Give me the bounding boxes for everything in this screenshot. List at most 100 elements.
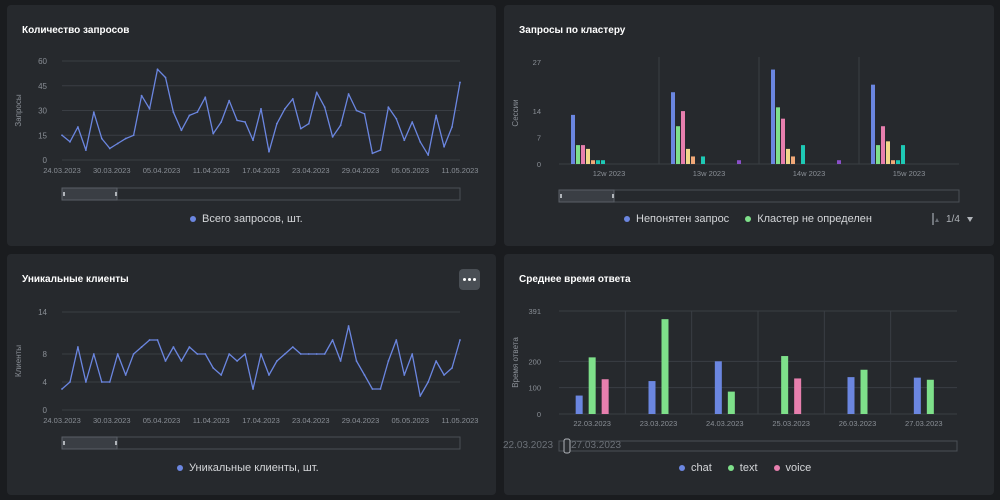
y-tick-label: 60 [38, 57, 47, 66]
unique-panel: Уникальные клиенты 0 4 8 14 Клиенты 24.03.202… [7, 254, 496, 495]
legend-item-total[interactable]: Всего запросов, шт. [190, 213, 303, 225]
x-tick-label: 24.03.2023 [706, 419, 744, 428]
y-tick-label: 14 [533, 107, 541, 116]
cluster-chart[interactable]: 0 7 14 27 Сессии 12w 2023 13w 2023 14w 2023 15w … [504, 5, 994, 246]
y-tick-label: 7 [537, 134, 541, 143]
data-point [132, 353, 135, 355]
data-point [204, 96, 207, 99]
response-chart[interactable]: 0 100 200 391 Время ответа 22.03.2023 23.03.20… [504, 254, 994, 495]
legend-item-unclear[interactable]: Непонятен запрос [624, 213, 729, 225]
legend-label: Уникальные клиенты, шт. [189, 462, 319, 474]
data-point [291, 346, 294, 348]
cluster-legend[interactable]: Непонятен запрос Кластер не определен [624, 213, 872, 225]
bar [886, 141, 890, 164]
bar [648, 381, 656, 414]
x-tick-label: 17.04.2023 [242, 416, 280, 425]
bar [876, 145, 880, 164]
data-point [371, 388, 374, 390]
data-point [347, 325, 350, 327]
data-point [323, 106, 326, 109]
bar [786, 148, 790, 164]
requests-chart[interactable]: 0 15 30 45 60 Запросы 24.03.2023 30.03.2023 05.0… [7, 5, 496, 246]
data-point [443, 145, 445, 148]
x-tick-label: 11.04.2023 [193, 166, 230, 175]
unique-chart[interactable]: 0 4 8 14 Клиенты 24.03.2023 30.03.2023 05.04.20… [7, 254, 496, 495]
data-point [77, 346, 79, 348]
legend-label: Непонятен запрос [636, 213, 730, 225]
data-point [443, 374, 445, 376]
more-dot-icon [468, 278, 471, 281]
response-panel: Среднее время ответа 0 100 200 391 Время отв… [504, 254, 994, 495]
unique-scroll-track [61, 436, 461, 450]
more-options-button[interactable] [459, 269, 480, 290]
page-down-icon[interactable] [966, 215, 974, 223]
y-tick-label: 0 [43, 156, 48, 165]
x-tick-label: 24.03.2023 [43, 416, 81, 425]
requests-legend[interactable]: Всего запросов, шт. [190, 213, 303, 225]
data-point [395, 117, 398, 120]
data-point [347, 93, 350, 95]
legend-item-text[interactable]: text [727, 462, 758, 474]
legend-item-unique[interactable]: Уникальные клиенты, шт. [177, 462, 319, 474]
x-tick-label: 22.03.2023 [573, 419, 611, 428]
x-tick-label: 11.04.2023 [193, 416, 230, 425]
legend-dot-icon [773, 465, 780, 471]
x-tick-label: 11.05.2023 [442, 416, 479, 425]
data-point [299, 127, 302, 130]
bar [847, 377, 855, 414]
legend-label: chat [691, 462, 712, 474]
y-tick-label: 391 [528, 307, 541, 316]
y-tick-label: 45 [38, 82, 47, 91]
data-point [244, 353, 246, 355]
bar [661, 319, 669, 414]
data-point [395, 339, 398, 341]
data-point [61, 134, 63, 137]
bar [671, 92, 675, 164]
data-point [268, 374, 270, 376]
bar [601, 160, 605, 164]
bar [791, 156, 795, 164]
pager-label: 1/4 [946, 213, 960, 225]
data-point [451, 367, 453, 369]
data-point [411, 121, 414, 123]
data-point [387, 360, 390, 362]
legend-item-chat[interactable]: chat [679, 462, 712, 474]
data-point [148, 339, 151, 341]
unique-scroll-handle-left [63, 441, 65, 445]
data-point [172, 346, 175, 348]
x-tick-label: 13w 2023 [693, 169, 726, 178]
legend-dot-icon [745, 216, 752, 222]
x-tick-label: 24.03.2023 [43, 166, 81, 175]
bar [781, 118, 785, 164]
x-tick-label: 11.05.2023 [442, 166, 479, 175]
page-up-icon[interactable] [932, 213, 940, 225]
x-tick-label: 30.03.2023 [93, 416, 131, 425]
legend-item-voice[interactable]: voice [773, 462, 811, 474]
requests-scroll-handle-right [115, 192, 117, 196]
data-point [268, 150, 270, 153]
data-point [451, 126, 453, 128]
x-tick-label: 15w 2023 [893, 169, 926, 178]
data-point [276, 360, 278, 362]
response-legend[interactable]: chat text voice [679, 462, 811, 474]
x-tick-label: 17.04.2023 [242, 166, 280, 175]
unique-legend[interactable]: Уникальные клиенты, шт. [177, 462, 319, 474]
legend-label: Всего запросов, шт. [202, 213, 303, 225]
x-tick-label: 05.04.2023 [143, 166, 181, 175]
x-tick-label: 25.03.2023 [772, 419, 810, 428]
data-point [339, 360, 342, 362]
range-start-label: 22.03.2023 [503, 440, 554, 451]
x-tick-label: 12w 2023 [593, 169, 626, 178]
bar [781, 356, 789, 414]
y-tick-label: 8 [43, 350, 48, 359]
data-point [459, 81, 461, 84]
data-point [331, 339, 334, 341]
legend-dot-icon [679, 465, 685, 471]
requests-scroll-thumb [61, 187, 118, 201]
response-title: Среднее время ответа [519, 274, 631, 285]
bar [727, 391, 735, 414]
y-axis-label: Запросы [14, 94, 23, 127]
data-point [315, 353, 318, 355]
legend-item-undefined[interactable]: Кластер не определен [745, 213, 872, 225]
data-point [363, 112, 366, 115]
